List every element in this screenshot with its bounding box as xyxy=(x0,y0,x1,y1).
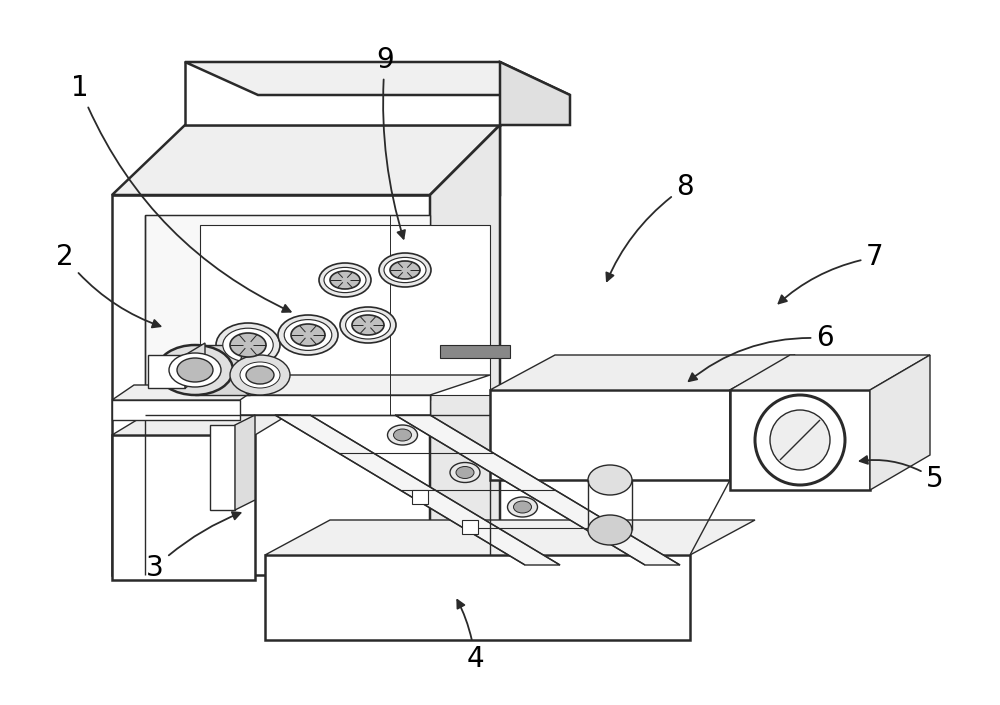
Polygon shape xyxy=(185,62,570,95)
Ellipse shape xyxy=(291,324,325,346)
Ellipse shape xyxy=(514,501,532,513)
Ellipse shape xyxy=(278,315,338,355)
Ellipse shape xyxy=(340,307,396,343)
Polygon shape xyxy=(430,125,500,195)
Polygon shape xyxy=(440,345,510,358)
Ellipse shape xyxy=(330,271,360,289)
Ellipse shape xyxy=(352,315,384,335)
Ellipse shape xyxy=(388,425,418,445)
Ellipse shape xyxy=(284,319,332,350)
Polygon shape xyxy=(112,415,288,435)
Text: 1: 1 xyxy=(71,74,291,312)
Polygon shape xyxy=(145,375,490,395)
Ellipse shape xyxy=(508,497,538,517)
Ellipse shape xyxy=(755,395,845,485)
Polygon shape xyxy=(500,62,570,125)
Ellipse shape xyxy=(346,311,390,339)
Ellipse shape xyxy=(319,263,371,297)
Polygon shape xyxy=(430,125,500,575)
Polygon shape xyxy=(185,62,500,125)
Polygon shape xyxy=(185,343,205,388)
Polygon shape xyxy=(210,425,235,510)
Ellipse shape xyxy=(246,366,274,384)
Ellipse shape xyxy=(157,345,233,395)
Polygon shape xyxy=(490,390,730,480)
Polygon shape xyxy=(195,345,250,395)
Polygon shape xyxy=(200,225,490,395)
Ellipse shape xyxy=(450,462,480,482)
Ellipse shape xyxy=(456,467,474,479)
Polygon shape xyxy=(730,355,795,480)
Text: 8: 8 xyxy=(606,173,694,281)
Polygon shape xyxy=(730,355,930,390)
Ellipse shape xyxy=(230,333,266,357)
Polygon shape xyxy=(462,520,478,534)
Polygon shape xyxy=(145,395,430,415)
Polygon shape xyxy=(275,415,560,565)
Polygon shape xyxy=(145,215,430,400)
Ellipse shape xyxy=(216,323,280,367)
Ellipse shape xyxy=(588,465,632,495)
Polygon shape xyxy=(870,355,930,490)
Polygon shape xyxy=(112,385,262,400)
Ellipse shape xyxy=(240,362,280,388)
Polygon shape xyxy=(112,125,500,195)
Polygon shape xyxy=(395,415,680,565)
Text: 7: 7 xyxy=(779,243,884,303)
Ellipse shape xyxy=(230,355,290,395)
Polygon shape xyxy=(730,390,870,490)
Polygon shape xyxy=(112,195,430,575)
Ellipse shape xyxy=(169,353,221,387)
Ellipse shape xyxy=(240,345,260,395)
Ellipse shape xyxy=(390,261,420,279)
Ellipse shape xyxy=(394,429,412,441)
Text: 9: 9 xyxy=(376,46,405,239)
Text: 2: 2 xyxy=(56,243,160,327)
Polygon shape xyxy=(265,555,690,640)
Text: 6: 6 xyxy=(689,324,834,381)
Text: 3: 3 xyxy=(146,512,241,582)
Polygon shape xyxy=(112,435,255,580)
Ellipse shape xyxy=(177,358,213,382)
Ellipse shape xyxy=(379,253,431,287)
Ellipse shape xyxy=(588,515,632,545)
Ellipse shape xyxy=(223,329,273,362)
Polygon shape xyxy=(148,355,185,388)
Polygon shape xyxy=(235,415,255,510)
Text: 4: 4 xyxy=(457,600,484,673)
Polygon shape xyxy=(490,355,795,390)
Polygon shape xyxy=(112,400,240,420)
Ellipse shape xyxy=(770,410,830,470)
Polygon shape xyxy=(412,490,428,504)
Polygon shape xyxy=(265,520,755,555)
Ellipse shape xyxy=(384,257,426,283)
Ellipse shape xyxy=(324,267,366,293)
Text: 5: 5 xyxy=(860,456,944,493)
